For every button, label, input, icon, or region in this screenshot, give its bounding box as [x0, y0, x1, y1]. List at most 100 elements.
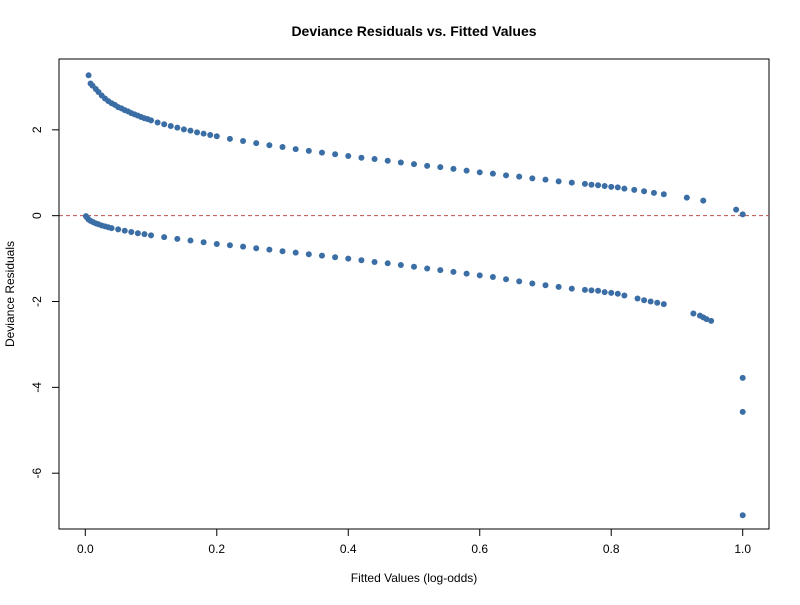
data-point-upper — [529, 175, 536, 182]
data-point-upper — [437, 164, 444, 171]
data-point-upper — [608, 183, 615, 190]
data-point-upper — [489, 170, 496, 177]
data-point-upper — [384, 157, 391, 164]
data-point-lower — [568, 285, 575, 292]
data-point-upper — [601, 183, 608, 190]
data-point-upper — [503, 172, 510, 179]
data-point-lower — [634, 295, 641, 302]
data-point-lower — [200, 239, 207, 246]
x-axis-label: Fitted Values (log-odds) — [351, 571, 478, 585]
data-point-upper — [595, 182, 602, 189]
data-point-lower — [345, 255, 352, 262]
data-point-lower — [141, 231, 148, 238]
data-point-lower — [739, 512, 746, 519]
data-point-upper — [568, 179, 575, 186]
data-point-upper — [411, 161, 417, 168]
data-point-upper — [700, 197, 707, 204]
points-layer — [82, 72, 746, 519]
data-point-lower — [608, 289, 615, 296]
data-point-lower — [476, 272, 483, 279]
data-point-upper — [187, 127, 194, 134]
data-point-lower — [595, 287, 602, 294]
data-point-upper — [733, 206, 740, 213]
plot-frame — [58, 58, 770, 530]
data-point-upper — [279, 143, 286, 150]
data-point-lower — [739, 374, 746, 381]
data-point-lower — [647, 298, 654, 305]
data-point-upper — [167, 122, 174, 129]
data-point-lower — [555, 283, 562, 290]
data-point-upper — [200, 130, 207, 137]
data-point-lower — [115, 226, 122, 233]
data-point-lower — [703, 316, 710, 323]
data-point-lower — [690, 310, 697, 317]
data-point-lower — [529, 280, 536, 287]
data-point-upper — [621, 185, 628, 192]
data-point-lower — [542, 282, 549, 289]
data-point-lower — [489, 274, 496, 281]
data-point-upper — [207, 131, 214, 138]
data-point-lower — [292, 249, 299, 256]
data-point-lower — [213, 240, 220, 247]
data-point-lower — [601, 289, 608, 296]
data-point-lower — [305, 251, 312, 258]
data-point-lower — [121, 227, 128, 234]
data-point-lower — [463, 270, 470, 277]
data-point-lower — [318, 252, 325, 259]
data-point-upper — [397, 159, 404, 166]
data-point-lower — [614, 290, 621, 297]
data-point-lower — [739, 408, 746, 415]
data-point-upper — [739, 211, 746, 218]
data-point-upper — [450, 165, 457, 172]
x-tick-label: 1.0 — [734, 542, 751, 556]
data-point-upper — [345, 153, 352, 160]
y-axis-label: Deviance Residuals — [3, 241, 17, 347]
data-point-upper — [213, 133, 220, 140]
data-point-lower — [240, 243, 247, 250]
data-point-upper — [588, 181, 595, 188]
data-point-lower — [516, 278, 523, 285]
data-point-upper — [154, 119, 161, 126]
data-point-lower — [253, 245, 260, 252]
x-tick-label: 0.8 — [603, 542, 620, 556]
data-point-lower — [588, 287, 595, 294]
data-point-lower — [411, 263, 417, 270]
data-point-lower — [161, 234, 168, 241]
data-point-upper — [292, 146, 299, 153]
data-point-upper — [641, 188, 648, 195]
data-point-upper — [631, 186, 638, 193]
data-point-lower — [503, 276, 510, 283]
data-point-upper — [240, 137, 247, 144]
data-point-lower — [108, 225, 115, 232]
data-point-lower — [226, 242, 233, 249]
data-point-upper — [148, 117, 155, 124]
y-tick-label: 2 — [30, 126, 44, 133]
y-tick-label: 0 — [30, 212, 44, 219]
data-point-upper — [180, 126, 187, 133]
data-point-upper — [85, 72, 92, 79]
data-point-lower — [641, 297, 648, 304]
chart-title: Deviance Residuals vs. Fitted Values — [291, 23, 536, 39]
data-point-lower — [397, 262, 404, 269]
data-point-upper — [253, 140, 260, 147]
data-point-lower — [660, 301, 667, 308]
data-point-lower — [358, 257, 365, 264]
data-point-lower — [279, 248, 286, 255]
data-point-lower — [134, 230, 141, 237]
data-point-upper — [660, 191, 667, 198]
data-point-lower — [174, 235, 181, 242]
x-tick-label: 0.4 — [340, 542, 357, 556]
data-point-upper — [650, 189, 657, 196]
data-point-upper — [305, 147, 312, 154]
data-point-lower — [148, 232, 155, 239]
data-point-lower — [621, 292, 628, 299]
data-point-upper — [424, 162, 431, 169]
data-point-lower — [384, 260, 391, 267]
x-tick-label: 0.2 — [208, 542, 225, 556]
y-tick-label: -2 — [30, 296, 44, 307]
data-point-upper — [174, 124, 181, 131]
data-point-lower — [708, 317, 715, 324]
data-point-upper — [476, 169, 483, 176]
data-point-upper — [516, 173, 523, 180]
